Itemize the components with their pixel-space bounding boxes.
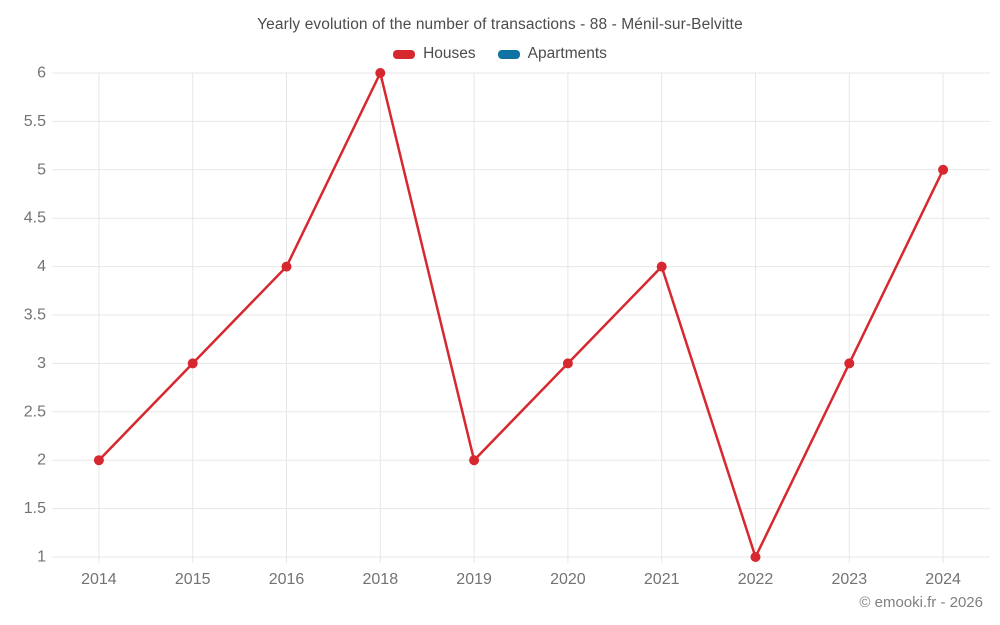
- x-axis-tick-label: 2021: [644, 571, 680, 588]
- data-point[interactable]: [93, 455, 104, 466]
- y-axis-tick-label: 4.5: [24, 210, 46, 227]
- data-point[interactable]: [750, 552, 761, 562]
- y-axis-tick-label: 3.5: [24, 307, 46, 324]
- y-axis-tick-label: 4: [37, 258, 46, 275]
- x-axis-tick-label: 2022: [738, 571, 774, 588]
- y-axis-tick-label: 1.5: [24, 500, 46, 517]
- legend-swatch-icon: [497, 49, 520, 59]
- data-point[interactable]: [469, 455, 480, 466]
- x-axis-tick-label: 2019: [456, 571, 492, 588]
- x-axis-tick-label: 2024: [925, 571, 961, 588]
- legend-label: Apartments: [527, 45, 607, 62]
- y-axis-tick-label: 3: [37, 355, 46, 372]
- x-axis-tick-label: 2023: [832, 571, 868, 588]
- legend-label: Houses: [423, 45, 476, 62]
- data-point[interactable]: [562, 358, 573, 369]
- x-axis-tick-label: 2015: [175, 571, 211, 588]
- legend-item-apartments[interactable]: Apartments: [497, 45, 607, 63]
- y-axis-tick-label: 1: [37, 549, 46, 566]
- x-axis-tick-label: 2020: [550, 571, 586, 588]
- x-axis-tick-label: 2018: [363, 571, 399, 588]
- y-axis-tick-label: 2: [37, 452, 46, 469]
- data-point[interactable]: [375, 68, 386, 78]
- x-axis-tick-label: 2016: [269, 571, 305, 588]
- legend-swatch-icon: [393, 49, 416, 59]
- y-axis-tick-label: 6: [37, 65, 46, 82]
- chart-title: Yearly evolution of the number of transa…: [257, 16, 743, 33]
- data-point[interactable]: [844, 358, 855, 369]
- data-point[interactable]: [187, 358, 198, 369]
- y-axis-tick-label: 5: [37, 161, 46, 178]
- legend-item-houses[interactable]: Houses: [393, 45, 476, 63]
- footer-credit: © emooki.fr - 2026: [859, 594, 983, 611]
- y-axis-tick-label: 2.5: [24, 403, 46, 420]
- chart-legend: Houses Apartments: [0, 45, 1000, 63]
- series-line-houses: [97, 71, 945, 559]
- y-axis-tick-label: 5.5: [24, 113, 46, 130]
- data-point[interactable]: [938, 164, 949, 175]
- data-point[interactable]: [656, 261, 667, 272]
- x-axis-tick-label: 2014: [81, 571, 117, 588]
- data-point[interactable]: [281, 261, 292, 272]
